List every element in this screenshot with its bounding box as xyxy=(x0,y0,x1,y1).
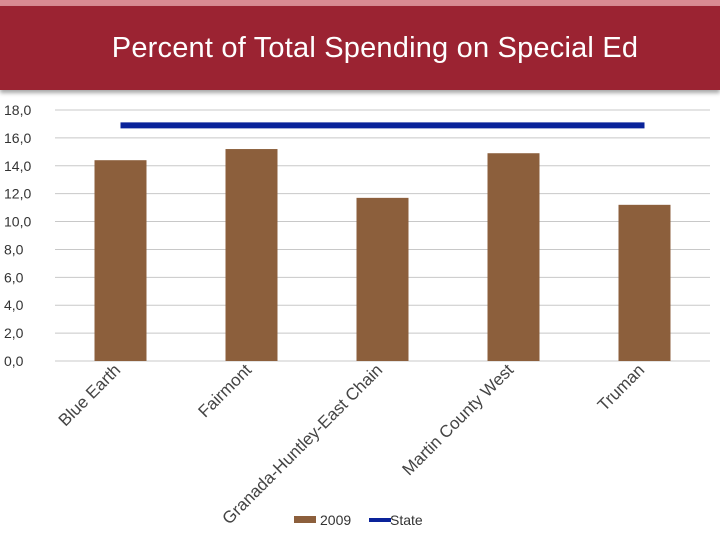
x-tick-label: Blue Earth xyxy=(55,360,125,430)
y-tick-label: 0,0 xyxy=(4,353,24,369)
legend: 2009 State xyxy=(294,512,423,528)
y-tick-label: 4,0 xyxy=(4,297,24,313)
y-tick-label: 2,0 xyxy=(4,325,24,341)
y-tick-label: 6,0 xyxy=(4,269,24,285)
y-tick-label: 10,0 xyxy=(4,214,31,230)
y-axis-ticks: 0,0 2,0 4,0 6,0 8,0 10,0 12,0 14,0 16,0 18,0 xyxy=(4,102,31,369)
top-accent-stripe xyxy=(0,0,720,6)
x-tick-label: Martin County West xyxy=(399,360,518,479)
y-tick-label: 18,0 xyxy=(4,102,31,118)
y-tick-label: 16,0 xyxy=(4,130,31,146)
bars xyxy=(94,149,671,361)
y-tick-label: 8,0 xyxy=(4,241,24,257)
legend-label-state: State xyxy=(390,512,423,528)
title-banner: Percent of Total Spending on Special Ed xyxy=(0,6,720,90)
x-tick-label: Truman xyxy=(594,360,648,414)
bar-blue-earth xyxy=(94,160,147,361)
bar-granada-huntley-east-chain xyxy=(356,197,409,361)
page-title: Percent of Total Spending on Special Ed xyxy=(111,32,639,64)
x-tick-label: Granada-Huntley-East Chain xyxy=(219,360,387,528)
legend-swatch-state xyxy=(369,518,391,522)
y-tick-label: 12,0 xyxy=(4,186,31,202)
x-tick-label: Fairmont xyxy=(194,360,255,421)
legend-swatch-2009 xyxy=(294,516,316,523)
bar-fairmont xyxy=(225,149,278,361)
legend-label-2009: 2009 xyxy=(320,512,351,528)
bar-martin-county-west xyxy=(487,153,540,361)
y-tick-label: 14,0 xyxy=(4,158,31,174)
bar-truman xyxy=(618,204,671,361)
